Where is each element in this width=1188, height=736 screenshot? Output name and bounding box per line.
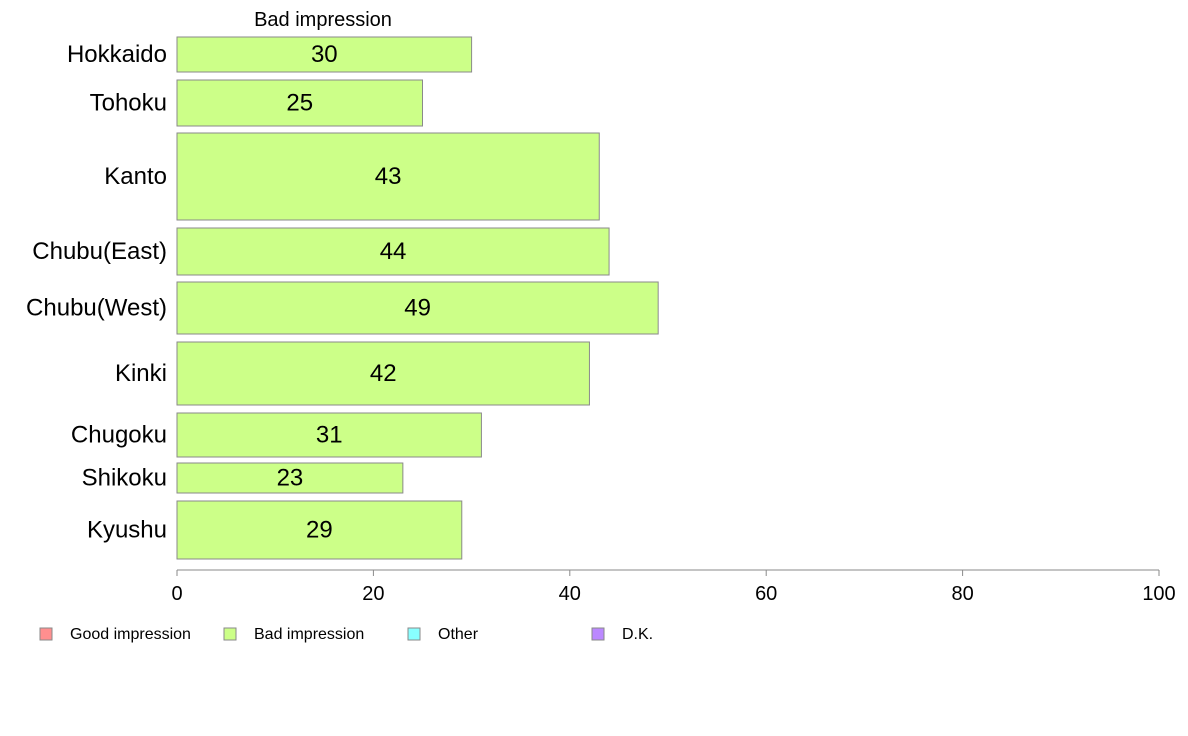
category-label: Tohoku	[90, 89, 167, 116]
category-label: Hokkaido	[67, 41, 167, 68]
data-label: 43	[375, 163, 402, 190]
chart-title: Bad impression	[254, 9, 392, 31]
data-label: 44	[380, 238, 407, 265]
bars-group: Hokkaido 30 Tohoku 25 Kanto 43 Chubu(East) 44 Ch…	[26, 36, 659, 560]
legend-swatch	[223, 627, 237, 641]
data-label: 25	[286, 89, 313, 116]
legend: Good impression Bad impression Other D.K.	[39, 626, 653, 643]
data-label: 42	[370, 360, 397, 387]
data-label: 30	[311, 41, 338, 68]
legend-label: Good impression	[70, 626, 191, 643]
data-label: 49	[404, 294, 431, 321]
bar-segment	[176, 500, 463, 560]
bar-segment	[176, 281, 659, 335]
x-tick-label: 60	[755, 583, 777, 605]
bar-segment	[176, 132, 600, 221]
bar-segment	[176, 227, 610, 276]
category-label: Chubu(East)	[32, 238, 167, 265]
category-label: Kinki	[115, 360, 167, 387]
legend-label: Other	[438, 626, 479, 643]
category-label: Shikoku	[82, 464, 167, 491]
category-label: Kanto	[104, 163, 167, 190]
data-label: 29	[306, 516, 333, 543]
category-label: Chugoku	[71, 421, 167, 448]
bar-segment	[176, 79, 423, 127]
x-axis: 0 20 40 60 80 100	[171, 569, 1176, 605]
legend-label: Bad impression	[254, 626, 364, 643]
bar-segment	[176, 36, 473, 73]
legend-label: D.K.	[622, 626, 653, 643]
data-label: 31	[316, 421, 343, 448]
x-tick-label: 40	[559, 583, 581, 605]
bar-segment	[176, 462, 404, 494]
bar-segment	[176, 412, 482, 458]
x-tick-label: 0	[171, 583, 182, 605]
legend-swatch	[407, 627, 421, 641]
legend-swatch	[39, 627, 53, 641]
category-label: Chubu(West)	[26, 294, 167, 321]
legend-swatch	[591, 627, 605, 641]
bar-segment	[176, 341, 590, 406]
data-label: 23	[277, 464, 304, 491]
x-tick-label: 100	[1142, 583, 1175, 605]
x-tick-label: 80	[951, 583, 973, 605]
x-tick-label: 20	[362, 583, 384, 605]
category-label: Kyushu	[87, 516, 167, 543]
